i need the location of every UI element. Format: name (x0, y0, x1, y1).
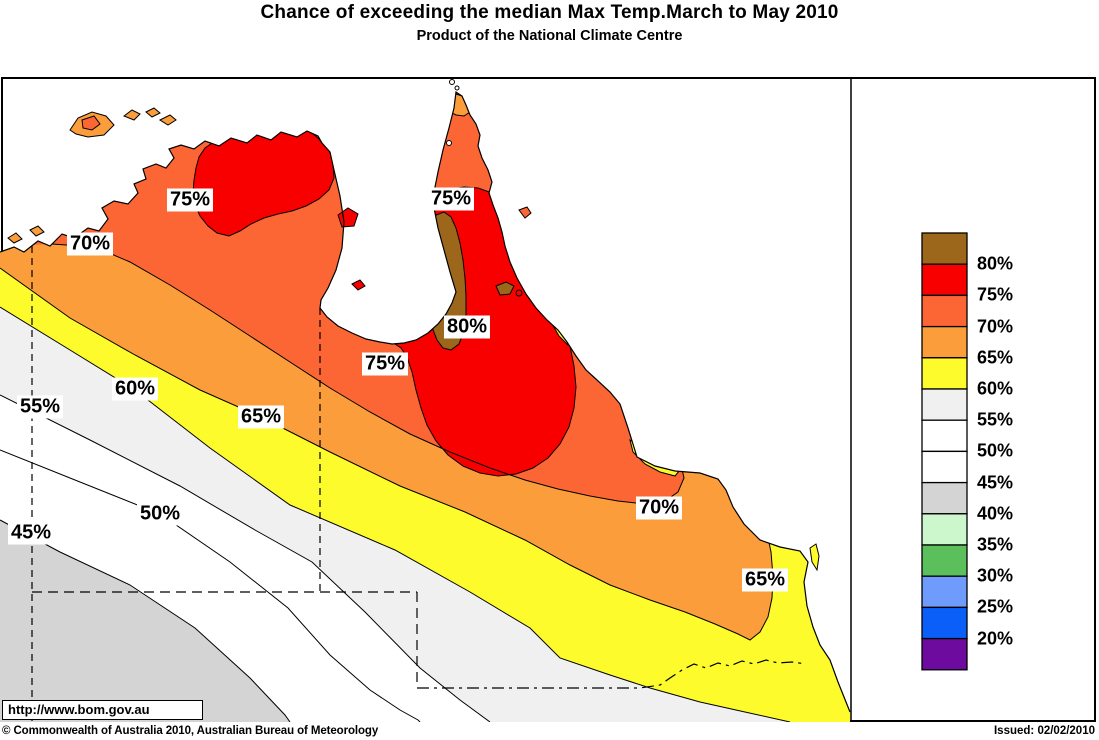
legend-label: 55% (977, 409, 1014, 430)
page-title: Chance of exceeding the median Max Temp.… (260, 2, 839, 23)
legend-swatch (921, 637, 968, 671)
island-east-coast (518, 206, 532, 219)
island-small-1 (122, 109, 141, 121)
contour-label: 75% (427, 187, 475, 211)
legend-label: 75% (977, 284, 1014, 305)
contour-label: 75% (166, 188, 214, 212)
contour-label: 55% (16, 395, 64, 419)
island-torres-1 (449, 79, 455, 85)
legend-swatch (921, 357, 968, 390)
legend-swatch (921, 419, 968, 453)
issued-date: Issued: 02/02/2010 (993, 725, 1095, 737)
island-small-3 (158, 114, 177, 126)
island-west-1 (7, 232, 23, 244)
island-pellew (351, 279, 366, 291)
coastal-inlet (446, 140, 452, 146)
contour-label: 65% (237, 405, 285, 429)
legend-label: 25% (977, 596, 1014, 617)
legend-label: 80% (977, 253, 1014, 274)
contour-label: 45% (7, 521, 55, 545)
legend-label: 20% (977, 628, 1014, 649)
contour-label: 65% (741, 568, 789, 592)
island-fraser (809, 543, 820, 572)
legend-label: 35% (977, 534, 1014, 555)
legend-swatch (921, 388, 968, 421)
border-lines (31, 246, 807, 721)
legend-swatches (921, 232, 968, 671)
island-mornington (495, 281, 515, 296)
contour-label: 50% (136, 502, 184, 526)
legend-swatch (921, 325, 968, 359)
legend-swatch (921, 606, 968, 640)
contour-label: 70% (66, 232, 114, 256)
island-torres-2 (454, 85, 460, 91)
page-subtitle: Product of the National Climate Centre (416, 28, 683, 44)
legend-swatch (921, 450, 968, 484)
coastline (0, 90, 851, 713)
legend-swatch (921, 481, 968, 515)
contour-label: 70% (635, 496, 683, 520)
legend-label: 30% (977, 565, 1014, 586)
url-stamp: http://www.bom.gov.au (2, 700, 203, 720)
island-wellesley (515, 289, 523, 297)
island-melville-core (81, 115, 101, 131)
island-west-2 (29, 225, 45, 237)
contour-label: 60% (111, 377, 159, 401)
legend-swatch (921, 544, 968, 577)
contour-line-50 (0, 449, 421, 722)
contour-label: 75% (361, 352, 409, 376)
islands (7, 79, 820, 572)
legend-label: 70% (977, 316, 1014, 337)
contour-line-55 (0, 394, 491, 722)
contour-line-45 (0, 519, 291, 722)
legend-label: 45% (977, 472, 1014, 493)
legend-swatch (921, 575, 968, 609)
legend-swatch (921, 263, 968, 297)
legend-swatch (921, 294, 968, 328)
legend-label: 50% (977, 440, 1014, 461)
legend-label: 60% (977, 378, 1014, 399)
border-line-qld-nsw (417, 659, 807, 689)
contour-label: 80% (443, 315, 491, 339)
island-small-2 (145, 107, 161, 118)
legend-swatch (921, 232, 968, 265)
legend-label: 65% (977, 347, 1014, 368)
legend-swatch (921, 513, 968, 546)
copyright-text: © Commonwealth of Australia 2010, Austra… (2, 725, 379, 737)
legend-label: 40% (977, 503, 1014, 524)
